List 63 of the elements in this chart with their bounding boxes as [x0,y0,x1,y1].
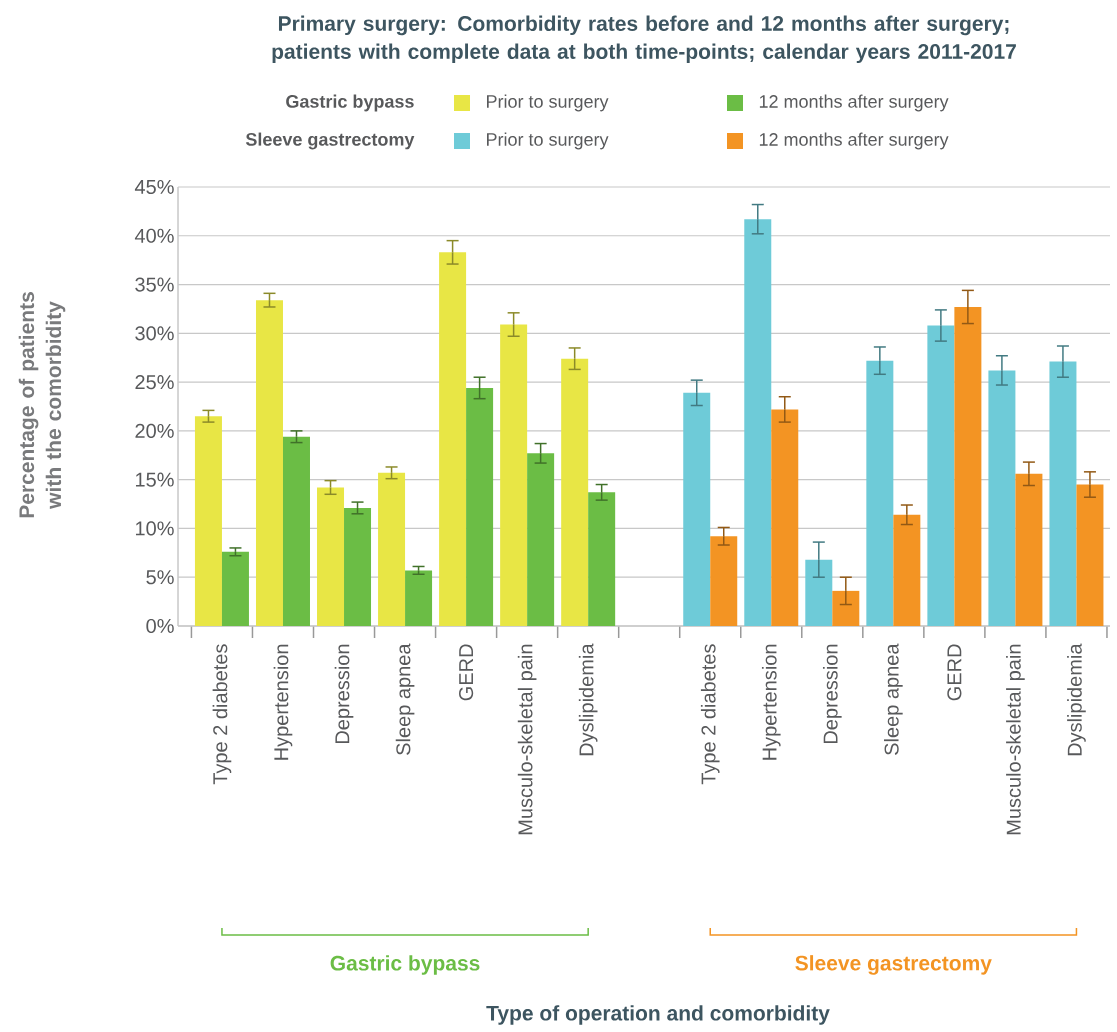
bar [378,472,406,626]
x-tick-label: GERD [459,644,474,701]
chart-title: Primary surgery: Comorbidity rates before and 12 months after surgery; patients with complete data at both time-points; calendar years 2011-2017 [272,15,1016,64]
x-tick-label: Type 2 diabetes [212,644,232,785]
bar [588,492,616,626]
legend-label: Prior to surgery [487,94,609,112]
x-tick-label: Hypertension [273,644,293,760]
bar [988,370,1016,626]
bar [832,590,860,626]
y-tick-label: 0% [146,618,174,634]
bar [405,570,433,626]
y-tick-label: 40% [134,228,174,243]
y-tick-label: 45% [134,179,174,195]
y-tick-label: 15% [135,472,174,487]
x-tick-label: Hypertension [761,644,781,760]
bar [927,325,955,626]
y-axis-title: Percentage of patients with the comorbidity [18,292,66,518]
bar [255,300,283,626]
bar [1076,484,1104,626]
x-tick-label: Depression [334,644,354,744]
y-tick-label: 10% [135,521,174,536]
x-tick-label: Dyslipidemia [1067,643,1086,756]
bar [439,252,467,626]
legend-label: Prior to surgery [487,132,609,150]
bar [221,551,249,626]
y-tick-label: 35% [135,277,174,292]
y-tick-label: 30% [135,326,174,341]
x-tick-label: Musculo-skeletal pain [517,644,537,835]
bar [771,409,799,626]
x-tick-label: Depression [822,644,842,744]
text: Sleeve gastrectomy [245,132,415,150]
bar [194,416,222,626]
bar [1049,361,1077,626]
bar [500,324,528,626]
x-tick-label: Sleep apnea [395,643,415,755]
bar [561,358,589,626]
legend-label: 12 months after surgery [759,132,949,150]
text: Gastric bypass [330,955,480,975]
x-tick-label: Type 2 diabetes [700,644,720,785]
bar [527,453,555,626]
x-tick-label: Dyslipidemia [578,643,598,756]
y-tick-label: 20% [135,423,174,438]
bar [683,392,711,626]
bar [317,487,345,626]
bar [710,536,738,626]
x-tick-label: Sleep apnea [884,643,903,755]
text: Sleeve gastrectomy [795,955,992,975]
legend-label: 12 months after surgery [759,94,949,112]
bar [744,219,772,626]
y-tick-label: 25% [135,375,174,390]
y-tick-label: 5% [146,570,174,585]
bar [1015,473,1043,626]
x-tick-label: Musculo-skeletal pain [1006,644,1025,835]
x-tick-label: GERD [947,644,962,701]
bar [893,514,921,626]
bar [466,387,494,626]
bar [954,306,982,626]
bar [344,507,372,626]
text: Type of operation and comorbidity [486,1005,830,1025]
text: Gastric bypass [286,94,414,112]
bar [805,559,833,626]
bar [866,360,894,626]
bar [282,436,310,626]
